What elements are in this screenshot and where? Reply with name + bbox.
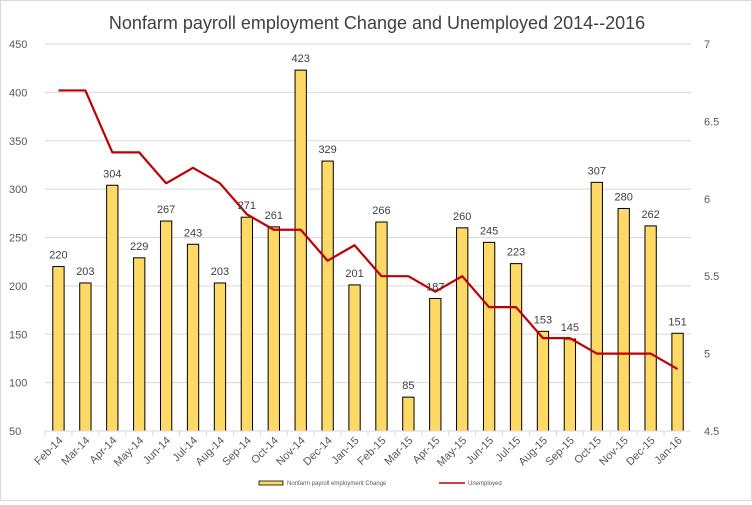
y-tick-label: 300 [9,184,27,196]
bar [510,264,521,431]
x-tick-label: May-15 [435,435,469,469]
bar [241,217,252,431]
data-label: 201 [345,268,363,280]
data-label: 307 [588,165,606,177]
legend: Nonfarm payroll employment Change Unempl… [259,481,502,487]
data-label: 261 [265,210,283,222]
bar [322,161,333,431]
data-label: 187 [426,281,444,293]
legend-swatch-bar [259,481,283,485]
bar [483,242,494,431]
y-tick-label: 250 [9,233,27,245]
x-tick-label: Jun-14 [141,435,173,467]
bar [376,222,387,431]
x-axis: Feb-14Mar-14Apr-14May-14Jun-14Jul-14Aug-… [32,431,691,469]
x-tick-label: Jun-15 [464,435,496,467]
y2-tick-label: 6 [704,194,710,206]
data-label: 145 [561,322,579,334]
data-label: 243 [184,227,202,239]
bar [457,228,468,431]
bar [618,208,629,431]
x-tick-label: Feb-14 [32,435,65,468]
x-tick-label: Nov-14 [274,435,308,469]
data-label: 203 [211,266,229,278]
bar [160,221,171,431]
bar [268,227,279,431]
x-tick-label: Sep-15 [543,435,577,469]
data-label: 329 [318,144,336,156]
y-tick-label: 350 [9,136,27,148]
bar [537,331,548,431]
bar [645,226,656,431]
y2-tick-label: 6.5 [704,116,719,128]
bar [53,267,64,431]
bar [80,283,91,431]
x-tick-label: Aug-15 [517,435,551,469]
y-tick-label: 50 [9,426,21,438]
data-label: 304 [103,168,121,180]
data-label: 267 [157,204,175,216]
data-label: 266 [372,205,390,217]
x-tick-label: Mar-15 [382,435,415,468]
data-label: 203 [76,266,94,278]
bar [403,397,414,431]
legend-label-line: Unemployed [468,481,502,487]
y-axis-left: 50 100 150 200 250 300 350 400 450 [9,39,27,438]
data-label: 153 [534,314,552,326]
chart-title: Nonfarm payroll employment Change and Un… [109,13,645,33]
y2-tick-label: 5 [704,349,710,361]
x-tick-label: Jan-15 [329,435,361,467]
y-tick-label: 450 [9,39,27,51]
bar [134,258,145,431]
x-tick-label: Dec-15 [624,435,658,469]
data-label: 280 [615,191,633,203]
data-label: 260 [453,211,471,223]
bar [564,339,575,431]
data-label: 423 [292,53,310,65]
x-tick-label: Nov-15 [597,435,631,469]
line-series [58,90,677,369]
x-tick-label: May-14 [112,435,146,469]
legend-label-bar: Nonfarm payroll employment Change [287,481,387,487]
data-label: 223 [507,247,525,259]
data-label: 245 [480,225,498,237]
y-tick-label: 150 [9,329,27,341]
bar [107,185,118,431]
x-tick-label: Jan-16 [652,435,684,467]
data-label: 85 [402,380,414,392]
bar [430,298,441,431]
data-label: 271 [238,200,256,212]
unemployed-line [58,90,677,369]
data-label: 151 [668,316,686,328]
x-tick-label: Feb-15 [355,435,388,468]
x-tick-label: Aug-14 [194,435,228,469]
x-tick-label: Dec-14 [301,435,335,469]
y-axis-right: 4.5 5 5.5 6 6.5 7 [704,39,719,438]
data-label: 229 [130,241,148,253]
bar [214,283,225,431]
data-label: 220 [49,250,67,262]
bar [591,182,602,431]
y-tick-label: 400 [9,87,27,99]
x-tick-label: Sep-14 [220,435,254,469]
data-label: 262 [641,209,659,221]
y-tick-label: 200 [9,281,27,293]
x-tick-label: Mar-14 [59,435,92,468]
y2-tick-label: 7 [704,39,710,51]
y2-tick-label: 5.5 [704,271,719,283]
y-tick-label: 100 [9,378,27,390]
y2-tick-label: 4.5 [704,426,719,438]
bar [295,70,306,431]
bar [187,244,198,431]
bar [672,333,683,431]
bar [349,285,360,431]
